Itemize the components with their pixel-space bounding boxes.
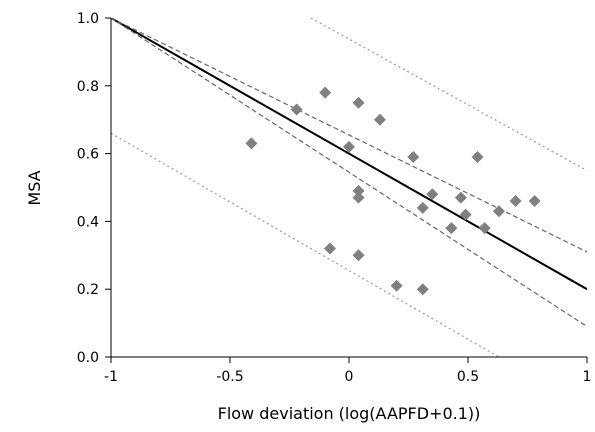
fit-lines	[111, 18, 587, 357]
data-point	[352, 96, 365, 109]
data-point	[492, 205, 505, 218]
data-point	[390, 279, 403, 292]
data-point	[478, 222, 491, 235]
y-tick-label: 0.0	[77, 350, 99, 366]
x-tick-label: -1	[104, 369, 118, 385]
axes	[110, 18, 587, 358]
x-tick-label: 1	[583, 369, 592, 385]
data-point	[445, 222, 458, 235]
confidence-upper-line	[111, 18, 587, 253]
data-point	[290, 103, 303, 116]
data-point	[528, 195, 541, 208]
y-ticks: 0.0 0.2 0.4 0.6 0.8 1.0	[77, 11, 111, 366]
confidence-lower-line	[111, 18, 587, 327]
x-tick-label: -0.5	[216, 369, 243, 385]
data-point	[426, 188, 439, 201]
data-point	[416, 201, 429, 214]
data-point	[352, 249, 365, 262]
data-point	[245, 137, 258, 150]
data-point	[416, 283, 429, 296]
prediction-lower-line	[111, 132, 500, 357]
data-point	[352, 191, 365, 204]
x-axis-title: Flow deviation (log(AAPFD+0.1))	[218, 404, 481, 423]
y-tick-label: 0.6	[77, 147, 99, 163]
data-point	[343, 140, 355, 153]
y-tick-label: 1.0	[77, 11, 99, 27]
data-points	[245, 86, 541, 296]
x-tick-label: 0	[345, 369, 354, 385]
data-point	[459, 208, 472, 221]
x-tick-label: 0.5	[457, 369, 479, 385]
y-tick-label: 0.2	[77, 282, 99, 298]
y-tick-label: 0.4	[77, 214, 99, 230]
data-point	[352, 184, 365, 197]
data-point	[454, 191, 467, 204]
data-point	[509, 195, 522, 208]
data-point	[373, 113, 386, 126]
x-ticks: -1 -0.5 0 0.5 1	[104, 357, 591, 385]
data-point	[471, 150, 484, 163]
y-tick-label: 0.8	[77, 79, 99, 95]
regression-line	[111, 18, 587, 291]
y-axis-title: MSA	[25, 170, 44, 205]
data-point	[323, 242, 336, 255]
data-point	[319, 86, 332, 99]
data-point	[407, 150, 420, 163]
